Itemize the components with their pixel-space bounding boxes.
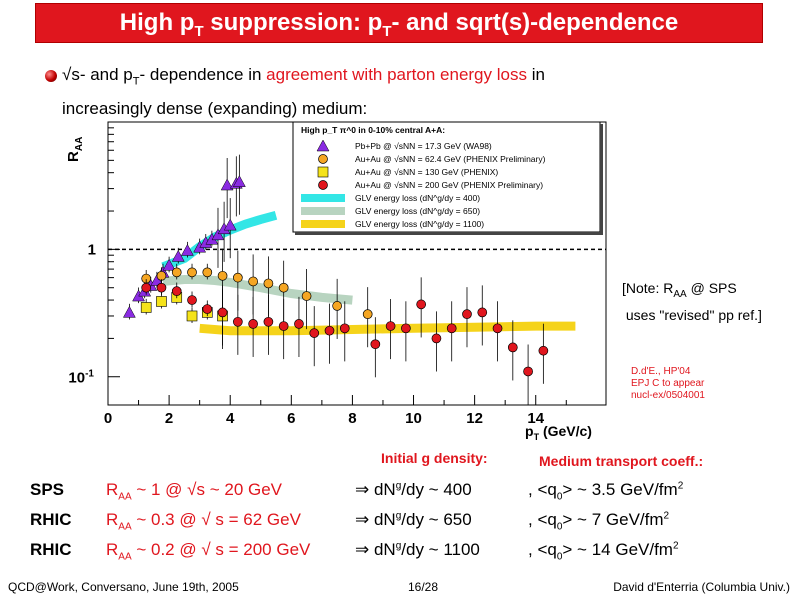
data-point-series-1 — [187, 267, 197, 278]
data-point-series-3 — [416, 299, 427, 310]
y-tick-label-1: 1 — [88, 241, 96, 258]
legend-marker-3 — [318, 180, 328, 190]
legend-label-1: Au+Au @ √sNN = 62.4 GeV (PHENIX Prelimin… — [355, 154, 546, 164]
data-point-series-1 — [202, 267, 213, 278]
x-tick-label: 12 — [466, 410, 483, 427]
data-point-series-3 — [217, 307, 228, 318]
x-axis-title: pT (GeV/c) — [525, 423, 592, 442]
legend-label-2: Au+Au @ √sNN = 130 GeV (PHENIX) — [355, 167, 498, 177]
slide-title: High pT suppression: pT- and sqrt(s)-dep… — [119, 9, 679, 40]
glv-band-2 — [199, 321, 576, 336]
data-point-series-3 — [477, 307, 488, 318]
data-point-series-3 — [370, 339, 381, 350]
data-point-series-3 — [446, 323, 457, 334]
data-point-series-1 — [301, 291, 312, 301]
x-tick-label: 14 — [527, 410, 544, 427]
y-axis-title: RAA — [65, 137, 85, 162]
legend-label-3: Au+Au @ √sNN = 200 GeV (PHENIX Prelimina… — [355, 180, 543, 190]
data-point-series-3 — [248, 319, 258, 329]
data-point-series-3 — [492, 323, 503, 334]
data-point-series-0 — [232, 175, 246, 187]
data-point-series-0 — [211, 228, 225, 241]
data-point-series-1 — [156, 270, 167, 281]
data-point-series-3 — [171, 286, 182, 296]
transport-coeff-label: Medium transport coeff.: — [539, 453, 704, 469]
data-point-series-0 — [220, 178, 234, 191]
data-point-series-1 — [171, 267, 182, 278]
data-point-series-3 — [263, 316, 274, 327]
data-point-series-3 — [339, 323, 350, 334]
data-point-series-1 — [217, 270, 228, 281]
data-point-series-3 — [401, 323, 411, 334]
legend-shadow — [600, 124, 603, 235]
legend-marker-2 — [317, 166, 329, 178]
bullet-text: √s- and pT- dependence in agreement with… — [62, 65, 545, 119]
data-point-series-3 — [431, 333, 442, 344]
initial-density-label: Initial g density: — [381, 450, 488, 466]
legend-marker-0 — [316, 139, 330, 152]
data-point-series-3 — [523, 366, 533, 377]
data-point-series-2 — [140, 302, 152, 313]
footer-author: David d'Enterria (Columbia Univ.) — [613, 580, 790, 594]
data-point-series-3 — [507, 342, 518, 353]
data-point-series-1 — [263, 278, 274, 289]
data-point-series-3 — [324, 325, 335, 336]
data-point-series-1 — [278, 282, 289, 293]
x-tick-label: 6 — [287, 410, 295, 427]
data-point-series-3 — [462, 309, 472, 320]
pp-ref-note: [Note: RAA @ SPS uses "revised" pp ref.] — [622, 280, 762, 323]
data-point-series-1 — [248, 276, 258, 287]
legend-band-label-0: GLV energy loss (dN^g/dy = 400) — [355, 193, 480, 203]
legend-band-label-1: GLV energy loss (dN^g/dy = 650) — [355, 206, 480, 216]
legend-title: High p_T π^0 in 0-10% central A+A: — [301, 125, 445, 135]
data-point-series-3 — [538, 345, 549, 356]
data-point-series-3 — [141, 282, 152, 293]
data-point-series-3 — [232, 316, 243, 327]
legend-label-0: Pb+Pb @ √sNN = 17.3 GeV (WA98) — [355, 141, 492, 151]
data-point-series-3 — [187, 295, 197, 305]
x-tick-label: 10 — [405, 410, 422, 427]
data-point-series-0 — [162, 258, 176, 271]
footer-page-number: 16/28 — [408, 580, 439, 594]
data-point-series-3 — [202, 304, 213, 314]
legend-band-label-2: GLV energy loss (dN^g/dy = 1100) — [355, 219, 484, 229]
data-point-series-1 — [232, 272, 243, 283]
x-tick-label: 4 — [226, 410, 235, 427]
legend-band-1 — [301, 207, 345, 215]
data-point-series-2 — [186, 310, 198, 322]
data-point-series-0 — [171, 249, 185, 262]
data-point-series-1 — [362, 309, 373, 320]
x-tick-label: 8 — [348, 410, 356, 427]
data-point-series-2 — [156, 296, 167, 307]
data-point-series-0 — [122, 305, 136, 318]
y-tick-label-0.1: 10-1 — [68, 369, 94, 387]
x-tick-label: 2 — [165, 410, 173, 427]
data-point-series-3 — [156, 282, 167, 293]
legend-marker-1 — [318, 154, 328, 164]
x-tick-label: 0 — [104, 410, 112, 427]
legend-shadow — [295, 232, 602, 235]
glv-band-1 — [162, 275, 353, 305]
legend-band-0 — [301, 194, 345, 202]
data-point-series-0 — [223, 218, 237, 231]
legend-band-2 — [301, 220, 345, 228]
data-point-series-3 — [278, 321, 289, 331]
data-point-series-0 — [181, 243, 194, 256]
reference: D.d'E., HP'04 EPJ C to appear nucl-ex/05… — [631, 366, 705, 401]
data-point-series-1 — [332, 301, 342, 311]
bullet-icon — [45, 70, 57, 82]
data-point-series-3 — [309, 328, 320, 338]
footer-conference: QCD@Work, Conversano, June 19th, 2005 — [8, 580, 239, 594]
data-point-series-3 — [385, 321, 396, 331]
title-bar: High pT suppression: pT- and sqrt(s)-dep… — [35, 3, 763, 43]
data-point-series-3 — [294, 319, 304, 329]
